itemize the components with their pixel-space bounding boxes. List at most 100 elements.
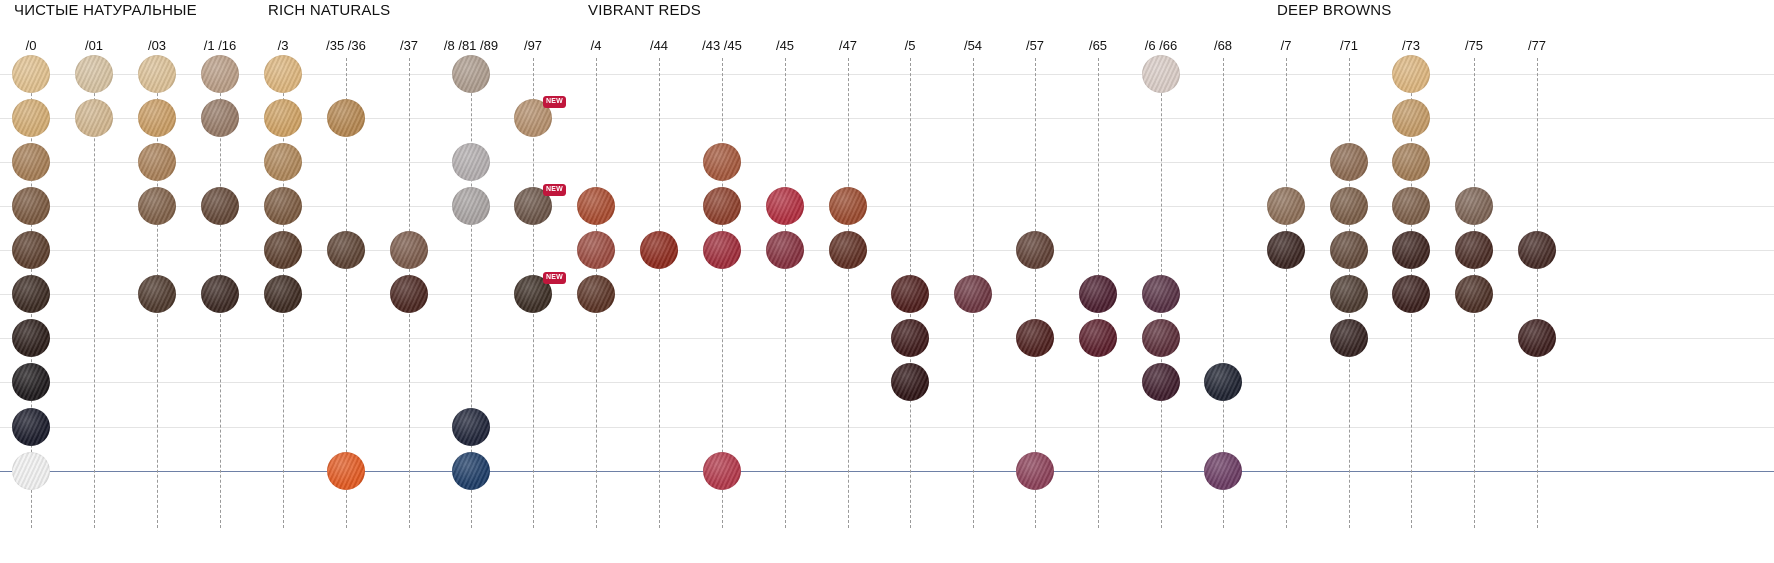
color-swatch[interactable] <box>703 452 741 490</box>
color-swatch[interactable] <box>703 143 741 181</box>
column-label: /35 /36 <box>326 38 366 53</box>
color-swatch[interactable] <box>891 363 929 401</box>
color-swatch[interactable] <box>138 275 176 313</box>
color-swatch[interactable] <box>264 99 302 137</box>
color-swatch[interactable] <box>201 99 239 137</box>
color-swatch[interactable] <box>1142 55 1180 93</box>
column-guide <box>1223 58 1224 528</box>
color-swatch[interactable]: NEW <box>514 272 566 313</box>
color-swatch[interactable] <box>1392 275 1430 313</box>
color-swatch[interactable] <box>640 231 678 269</box>
color-swatch[interactable] <box>1016 319 1054 357</box>
color-swatch[interactable] <box>12 231 50 269</box>
color-swatch[interactable] <box>1142 275 1180 313</box>
color-swatch[interactable] <box>1142 319 1180 357</box>
color-swatch[interactable] <box>390 275 428 313</box>
color-swatch[interactable] <box>766 231 804 269</box>
color-swatch[interactable] <box>12 55 50 93</box>
color-swatch[interactable] <box>829 231 867 269</box>
column-guide <box>659 58 660 528</box>
color-swatch[interactable] <box>577 231 615 269</box>
column-label: /5 <box>904 38 916 53</box>
color-swatch[interactable] <box>327 99 365 137</box>
color-swatch[interactable] <box>1330 187 1368 225</box>
color-swatch[interactable] <box>1079 275 1117 313</box>
color-swatch[interactable] <box>1455 231 1493 269</box>
color-swatch[interactable] <box>138 99 176 137</box>
color-swatch[interactable] <box>703 231 741 269</box>
new-badge: NEW <box>543 272 566 284</box>
color-swatch[interactable] <box>12 319 50 357</box>
color-swatch[interactable] <box>1518 231 1556 269</box>
color-swatch[interactable] <box>327 452 365 490</box>
color-swatch[interactable] <box>327 231 365 269</box>
color-swatch[interactable] <box>1392 99 1430 137</box>
color-swatch[interactable] <box>264 55 302 93</box>
color-swatch[interactable] <box>75 55 113 93</box>
color-swatch[interactable] <box>766 187 804 225</box>
color-swatch[interactable] <box>452 452 490 490</box>
color-swatch[interactable] <box>1392 187 1430 225</box>
color-swatch[interactable] <box>264 231 302 269</box>
color-swatch[interactable] <box>264 275 302 313</box>
column-label: /97 <box>523 38 543 53</box>
color-swatch[interactable] <box>1267 231 1305 269</box>
color-swatch[interactable] <box>1455 187 1493 225</box>
color-swatch[interactable] <box>577 187 615 225</box>
color-swatch[interactable] <box>201 275 239 313</box>
color-swatch[interactable] <box>12 99 50 137</box>
color-swatch[interactable] <box>264 143 302 181</box>
color-swatch[interactable] <box>138 143 176 181</box>
row-gridline <box>0 427 1774 428</box>
color-swatch[interactable] <box>891 275 929 313</box>
color-swatch[interactable] <box>12 275 50 313</box>
color-swatch[interactable] <box>452 143 490 181</box>
color-swatch[interactable] <box>1392 143 1430 181</box>
color-swatch[interactable] <box>1330 319 1368 357</box>
color-swatch[interactable] <box>703 187 741 225</box>
column-label: /73 <box>1401 38 1421 53</box>
color-swatch[interactable] <box>12 143 50 181</box>
color-swatch[interactable] <box>954 275 992 313</box>
color-swatch[interactable] <box>12 452 50 490</box>
group-title: RICH NATURALS <box>268 2 391 19</box>
row-gridline <box>0 118 1774 119</box>
color-swatch[interactable] <box>1330 231 1368 269</box>
color-swatch[interactable] <box>1330 275 1368 313</box>
color-swatch[interactable] <box>1455 275 1493 313</box>
new-badge: NEW <box>543 96 566 108</box>
color-swatch[interactable] <box>201 187 239 225</box>
color-swatch[interactable] <box>1016 231 1054 269</box>
color-swatch[interactable]: NEW <box>514 96 566 137</box>
color-swatch[interactable] <box>75 99 113 137</box>
color-swatch[interactable] <box>1392 55 1430 93</box>
color-swatch[interactable]: NEW <box>514 184 566 225</box>
color-swatch[interactable] <box>891 319 929 357</box>
color-swatch[interactable] <box>138 187 176 225</box>
color-swatch[interactable] <box>1079 319 1117 357</box>
color-swatch[interactable] <box>452 187 490 225</box>
color-swatch[interactable] <box>12 408 50 446</box>
color-swatch[interactable] <box>264 187 302 225</box>
color-swatch[interactable] <box>1142 363 1180 401</box>
column-guide <box>1035 58 1036 528</box>
color-swatch[interactable] <box>1204 363 1242 401</box>
color-swatch[interactable] <box>1016 452 1054 490</box>
column-label: /44 <box>649 38 669 53</box>
color-swatch[interactable] <box>829 187 867 225</box>
color-swatch[interactable] <box>452 408 490 446</box>
color-swatch[interactable] <box>577 275 615 313</box>
color-swatch[interactable] <box>1267 187 1305 225</box>
color-swatch[interactable] <box>12 187 50 225</box>
row-gridline <box>0 162 1774 163</box>
color-swatch[interactable] <box>1392 231 1430 269</box>
color-swatch[interactable] <box>1518 319 1556 357</box>
color-swatch[interactable] <box>1204 452 1242 490</box>
color-swatch[interactable] <box>1330 143 1368 181</box>
color-swatch[interactable] <box>390 231 428 269</box>
color-swatch[interactable] <box>452 55 490 93</box>
column-guide <box>346 58 347 528</box>
color-swatch[interactable] <box>138 55 176 93</box>
color-swatch[interactable] <box>201 55 239 93</box>
color-swatch[interactable] <box>12 363 50 401</box>
